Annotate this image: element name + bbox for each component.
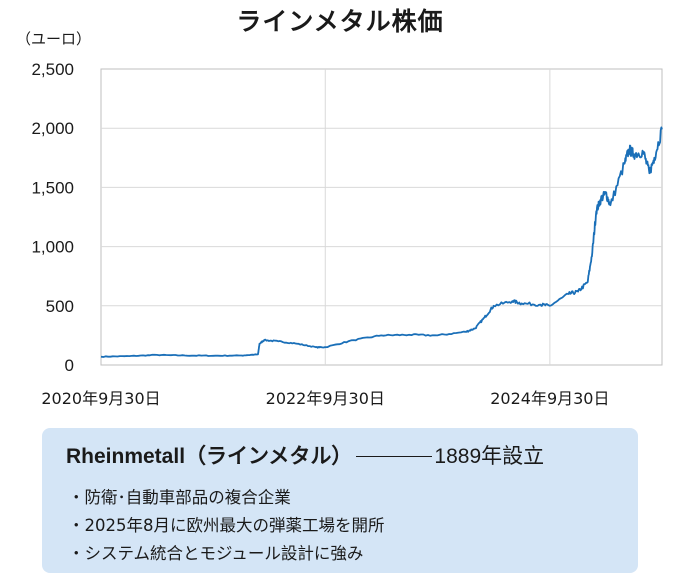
company-info-box: Rheinmetall（ラインメタル） 1889年設立 ・防衛･自動車部品の複合企…	[42, 428, 638, 573]
company-features-list: ・防衛･自動車部品の複合企業 ・2025年8月に欧州最大の弾薬工場を開所 ・シス…	[68, 484, 385, 568]
y-tick-labels: 0 500 1,000 1,500 2,000 2,500	[31, 60, 74, 375]
separator-rule	[356, 455, 433, 457]
plot-area	[100, 68, 663, 366]
feature-item: ・防衛･自動車部品の複合企業	[68, 488, 291, 507]
y-tick-label: 1,500	[31, 178, 74, 197]
company-header: Rheinmetall（ラインメタル） 1889年設立	[66, 440, 544, 470]
feature-item: ・システム統合とモジュール設計に強み	[68, 544, 364, 563]
x-tick-label: 2024年9月30日	[490, 389, 609, 408]
feature-item: ・2025年8月に欧州最大の弾薬工場を開所	[68, 516, 385, 535]
y-tick-label: 1,000	[31, 238, 74, 257]
grid-lines	[101, 69, 662, 365]
chart-title: ラインメタル株価	[236, 7, 444, 36]
x-tick-labels: 2020年9月30日 2022年9月30日 2024年9月30日	[41, 389, 609, 408]
founded-text: 1889年設立	[434, 445, 545, 468]
x-tick-label: 2020年9月30日	[41, 389, 160, 408]
y-tick-label: 500	[46, 297, 74, 316]
y-tick-label: 0	[65, 356, 74, 375]
y-axis-unit-label: （ユーロ）	[16, 30, 92, 48]
company-name: Rheinmetall（ラインメタル）	[66, 445, 353, 468]
series-line-stock-price	[100, 126, 663, 358]
y-tick-label: 2,000	[31, 119, 74, 138]
y-tick-label: 2,500	[31, 60, 74, 79]
x-tick-label: 2022年9月30日	[266, 389, 385, 408]
line-chart: 0 500 1,000 1,500 2,000 2,500 2020年9月30日 2022年…	[31, 60, 663, 408]
